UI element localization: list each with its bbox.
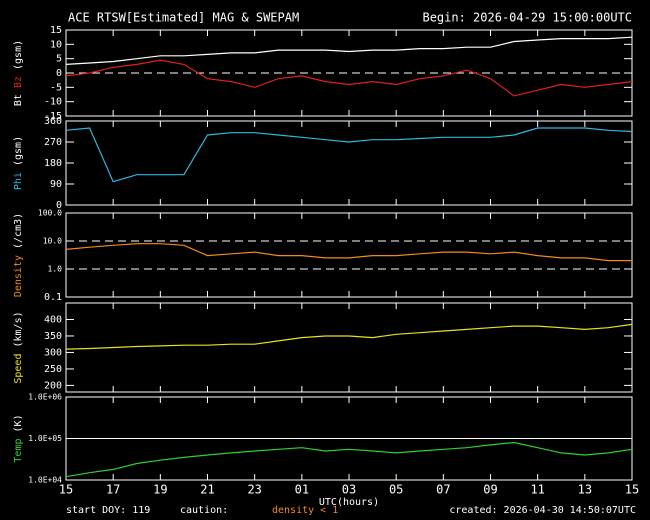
y-tick-label: 10 <box>50 39 62 50</box>
data-line <box>65 243 632 262</box>
x-tick-label: 19 <box>153 483 167 497</box>
x-tick-label: 15 <box>59 483 73 497</box>
legend-entry: Bt <box>13 94 24 106</box>
y-tick-label: 5 <box>56 54 62 65</box>
y-tick-label: 1.0E+04 <box>28 476 62 485</box>
x-tick-label: 15 <box>625 483 639 497</box>
legend-entry: Speed <box>13 354 24 384</box>
data-line <box>65 59 633 97</box>
y-tick-label: 10.0 <box>43 237 62 246</box>
footer-density: density < 1 <box>272 505 338 516</box>
data-line <box>65 323 633 350</box>
y-tick-label: 300 <box>44 347 62 358</box>
x-tick-label: 07 <box>436 483 450 497</box>
x-tick-label: 01 <box>295 483 309 497</box>
x-tick-label: 23 <box>247 483 261 497</box>
x-tick-label: 13 <box>578 483 592 497</box>
y-tick-label: 250 <box>44 364 62 375</box>
y-axis-label: Temp (K) <box>13 414 24 462</box>
y-tick-label: 1.0 <box>48 265 63 274</box>
x-tick-label: 17 <box>106 483 120 497</box>
x-tick-label: 09 <box>483 483 497 497</box>
y-tick-label: 90 <box>50 179 62 190</box>
footer-start: start DOY: 119 <box>66 505 150 516</box>
y-tick-label: 200 <box>44 380 62 391</box>
x-tick-label: 11 <box>530 483 544 497</box>
x-axis-label: UTC(hours) <box>319 497 379 508</box>
y-tick-label: 270 <box>44 137 62 148</box>
panel-frame <box>65 302 633 393</box>
y-tick-label: 15 <box>50 25 62 36</box>
chart-title: ACE RTSW[Estimated] MAG & SWEPAM <box>68 11 299 25</box>
y-tick-label: -5 <box>50 82 62 93</box>
legend-entry: Bz <box>13 76 24 88</box>
legend-entry: Temp <box>13 439 24 463</box>
y-tick-label: 1.0E+06 <box>28 393 62 402</box>
footer-caution: caution: <box>180 505 228 516</box>
y-tick-label: -15 <box>44 111 62 122</box>
legend-entry: Density <box>13 255 24 297</box>
y-tick-label: 360 <box>44 116 62 127</box>
y-tick-label: -10 <box>44 97 62 108</box>
y-tick-label: 0 <box>56 68 62 79</box>
y-tick-label: 400 <box>44 314 62 325</box>
y-tick-label: 180 <box>44 158 62 169</box>
y-axis-unit: (K) <box>13 414 24 432</box>
data-line <box>65 127 633 183</box>
footer-created: created: 2026-04-30 14:50:07UTC <box>449 505 636 516</box>
y-axis-label: Speed (km/s) <box>13 311 24 383</box>
x-tick-label: 05 <box>389 483 403 497</box>
y-tick-label: 0.1 <box>44 292 62 303</box>
y-tick-label: 350 <box>44 331 62 342</box>
y-axis-label: Density (/cm3) <box>13 213 24 297</box>
y-axis-label: Phi (gsm) <box>13 136 24 190</box>
panel-frame <box>65 212 633 298</box>
y-tick-label: 1.0E+05 <box>28 434 62 443</box>
legend-entry: Phi <box>13 172 24 190</box>
panel-frame <box>65 120 633 206</box>
x-tick-label: 03 <box>342 483 356 497</box>
begin-time: Begin: 2026-04-29 15:00:00UTC <box>422 11 632 25</box>
x-tick-label: 21 <box>200 483 214 497</box>
data-line <box>65 441 633 478</box>
y-axis-unit: (gsm) <box>13 40 24 70</box>
y-tick-label: 100.0 <box>38 209 62 218</box>
y-axis-label: Bt Bz (gsm) <box>13 40 24 106</box>
data-line <box>65 36 633 65</box>
y-axis-unit: (km/s) <box>13 311 24 347</box>
y-axis-unit: (gsm) <box>13 136 24 166</box>
y-tick-label: 0 <box>56 200 62 211</box>
y-axis-unit: (/cm3) <box>13 213 24 249</box>
